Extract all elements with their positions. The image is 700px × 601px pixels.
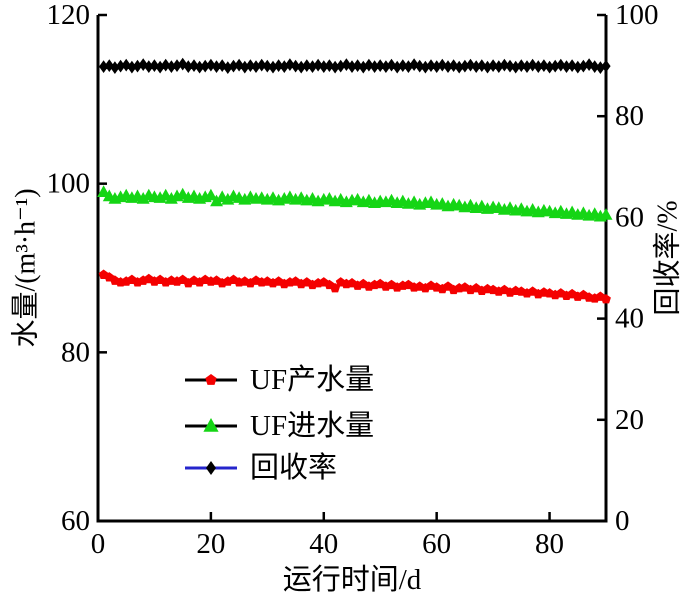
x-tick-label: 60 bbox=[422, 528, 451, 560]
triangle-up-markers bbox=[97, 185, 613, 222]
y-axis-label-right: 回收率/% bbox=[652, 200, 684, 315]
right-tick-label: 60 bbox=[615, 201, 644, 233]
x-tick-label: 20 bbox=[196, 528, 225, 560]
legend-item-series-recovery-rate: 回收率 bbox=[185, 451, 337, 484]
left-tick-label: 120 bbox=[47, 0, 91, 31]
legend-diamond-marker bbox=[206, 461, 216, 475]
right-tick-label: 0 bbox=[615, 505, 630, 537]
axes bbox=[96, 15, 608, 523]
legend-label: UF产水量 bbox=[250, 363, 374, 396]
right-tick-label: 100 bbox=[615, 0, 659, 31]
y-axis-label-left: 水量/(m³·h⁻¹) bbox=[10, 188, 42, 347]
x-axis-label: 运行时间/d bbox=[283, 563, 422, 596]
series-recovery-rate bbox=[99, 57, 611, 74]
series-uf-feed-water bbox=[97, 185, 613, 222]
legend-triangle-up-marker bbox=[203, 418, 219, 432]
right-tick-label: 80 bbox=[615, 100, 644, 132]
x-tick-label: 40 bbox=[309, 528, 338, 560]
legend-label: UF进水量 bbox=[250, 409, 374, 442]
legend-item-series-uf-product-water: UF产水量 bbox=[185, 363, 374, 396]
legend-pentagon-marker bbox=[205, 374, 217, 385]
x-tick-label: 0 bbox=[91, 528, 106, 560]
x-axis-ticks: 0 20 40 60 80 bbox=[91, 512, 564, 560]
legend-item-series-uf-feed-water: UF进水量 bbox=[185, 409, 374, 442]
left-tick-label: 60 bbox=[61, 505, 90, 537]
right-axis-ticks: 0 20 40 60 80 100 bbox=[597, 0, 659, 537]
pentagon-markers bbox=[98, 269, 611, 304]
right-tick-label: 20 bbox=[615, 404, 644, 436]
left-tick-label: 80 bbox=[61, 336, 90, 368]
left-axis-ticks: 60 80 100 120 bbox=[47, 0, 107, 537]
x-tick-label: 80 bbox=[535, 528, 564, 560]
legend-label: 回收率 bbox=[250, 451, 337, 484]
diamond-markers bbox=[99, 57, 611, 74]
left-tick-label: 100 bbox=[47, 168, 91, 200]
series-uf-product-water bbox=[98, 269, 611, 304]
right-tick-label: 40 bbox=[615, 303, 644, 335]
